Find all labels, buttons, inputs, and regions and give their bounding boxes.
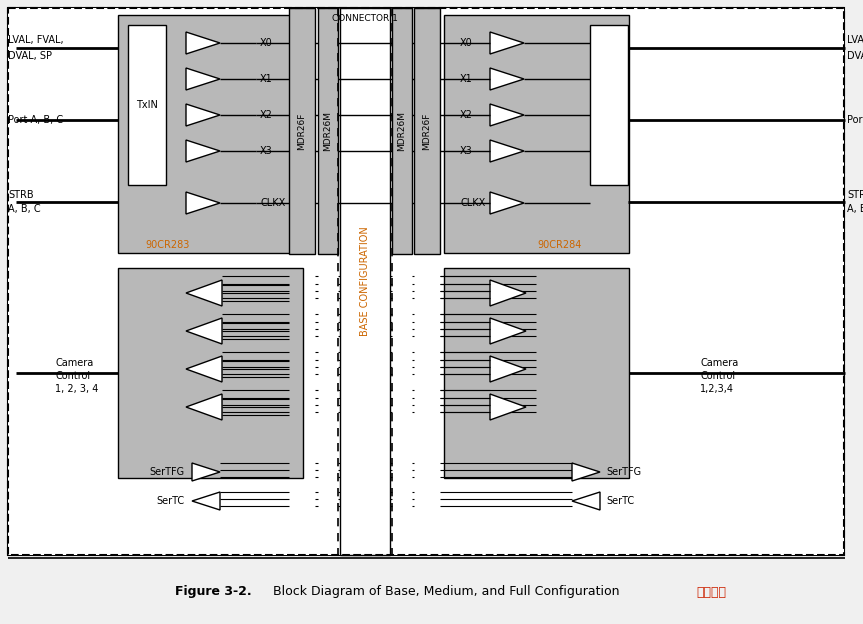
Text: MDR26M: MDR26M — [398, 111, 406, 151]
Text: LVAL, FVAL,: LVAL, FVAL, — [847, 35, 863, 45]
Text: DVAL, SP: DVAL, SP — [847, 51, 863, 61]
Text: SerTFG: SerTFG — [606, 467, 641, 477]
Text: LVAL, FVAL,: LVAL, FVAL, — [8, 35, 64, 45]
Polygon shape — [490, 32, 524, 54]
Text: X1: X1 — [460, 74, 473, 84]
Polygon shape — [572, 463, 600, 481]
Text: CLKX: CLKX — [260, 198, 286, 208]
Polygon shape — [186, 68, 220, 90]
Polygon shape — [490, 318, 526, 344]
Polygon shape — [186, 356, 222, 382]
Polygon shape — [186, 280, 222, 306]
Text: Camera: Camera — [55, 358, 93, 368]
Bar — [289, 8, 315, 254]
Text: CLKX: CLKX — [460, 198, 485, 208]
Polygon shape — [186, 140, 220, 162]
Text: Camera: Camera — [700, 358, 738, 368]
Bar — [340, 8, 390, 555]
Text: Figure 3-2.: Figure 3-2. — [175, 585, 252, 598]
Text: MDR26F: MDR26F — [298, 112, 306, 150]
Text: MDR26M: MDR26M — [324, 111, 332, 151]
Bar — [118, 15, 303, 253]
Text: 90CR284: 90CR284 — [538, 240, 583, 250]
Text: X2: X2 — [260, 110, 273, 120]
Text: Control: Control — [700, 371, 735, 381]
Text: STRB: STRB — [847, 190, 863, 200]
Polygon shape — [572, 492, 600, 510]
Text: X0: X0 — [460, 38, 473, 48]
Text: X3: X3 — [260, 146, 273, 156]
Text: 90CR283: 90CR283 — [146, 240, 190, 250]
Text: Port A, B, C: Port A, B, C — [847, 115, 863, 125]
Text: Block Diagram of Base, Medium, and Full Configuration: Block Diagram of Base, Medium, and Full … — [265, 585, 620, 598]
Polygon shape — [490, 68, 524, 90]
Text: A, B, C: A, B, C — [8, 204, 41, 214]
Bar — [414, 8, 440, 254]
Bar — [590, 25, 628, 185]
Polygon shape — [490, 140, 524, 162]
Text: A, B, C: A, B, C — [847, 204, 863, 214]
Text: X3: X3 — [460, 146, 473, 156]
Bar — [118, 268, 303, 478]
Polygon shape — [490, 394, 526, 420]
Polygon shape — [490, 104, 524, 126]
Bar — [8, 8, 844, 555]
Text: 1, 2, 3, 4: 1, 2, 3, 4 — [55, 384, 98, 394]
Text: X0: X0 — [260, 38, 273, 48]
Text: BASE CONFIGURATION: BASE CONFIGURATION — [360, 227, 370, 336]
Text: MDR26F: MDR26F — [423, 112, 432, 150]
Polygon shape — [186, 394, 222, 420]
Polygon shape — [192, 463, 220, 481]
Text: STRB: STRB — [8, 190, 34, 200]
Polygon shape — [186, 318, 222, 344]
Text: DVAL, SP: DVAL, SP — [8, 51, 52, 61]
Bar — [392, 8, 412, 254]
Text: SerTFG: SerTFG — [149, 467, 184, 477]
Text: X2: X2 — [460, 110, 473, 120]
Polygon shape — [186, 104, 220, 126]
Text: SerTC: SerTC — [156, 496, 184, 506]
Bar — [318, 8, 338, 254]
Polygon shape — [490, 280, 526, 306]
Text: CONNECTOR 1: CONNECTOR 1 — [332, 14, 398, 23]
Polygon shape — [490, 192, 524, 214]
Polygon shape — [192, 492, 220, 510]
Bar — [8, 8, 844, 555]
Text: 吉林龙网: 吉林龙网 — [696, 585, 726, 598]
Text: TxIN: TxIN — [136, 100, 158, 110]
Polygon shape — [186, 32, 220, 54]
Polygon shape — [186, 192, 220, 214]
Text: SerTC: SerTC — [606, 496, 634, 506]
Bar — [444, 268, 629, 478]
Text: 1,2,3,4: 1,2,3,4 — [700, 384, 734, 394]
Polygon shape — [490, 356, 526, 382]
Bar — [128, 25, 166, 185]
Text: Control: Control — [55, 371, 90, 381]
Text: X1: X1 — [260, 74, 273, 84]
Bar — [444, 15, 629, 253]
Bar — [8, 8, 844, 555]
Text: Port A, B, C: Port A, B, C — [8, 115, 63, 125]
